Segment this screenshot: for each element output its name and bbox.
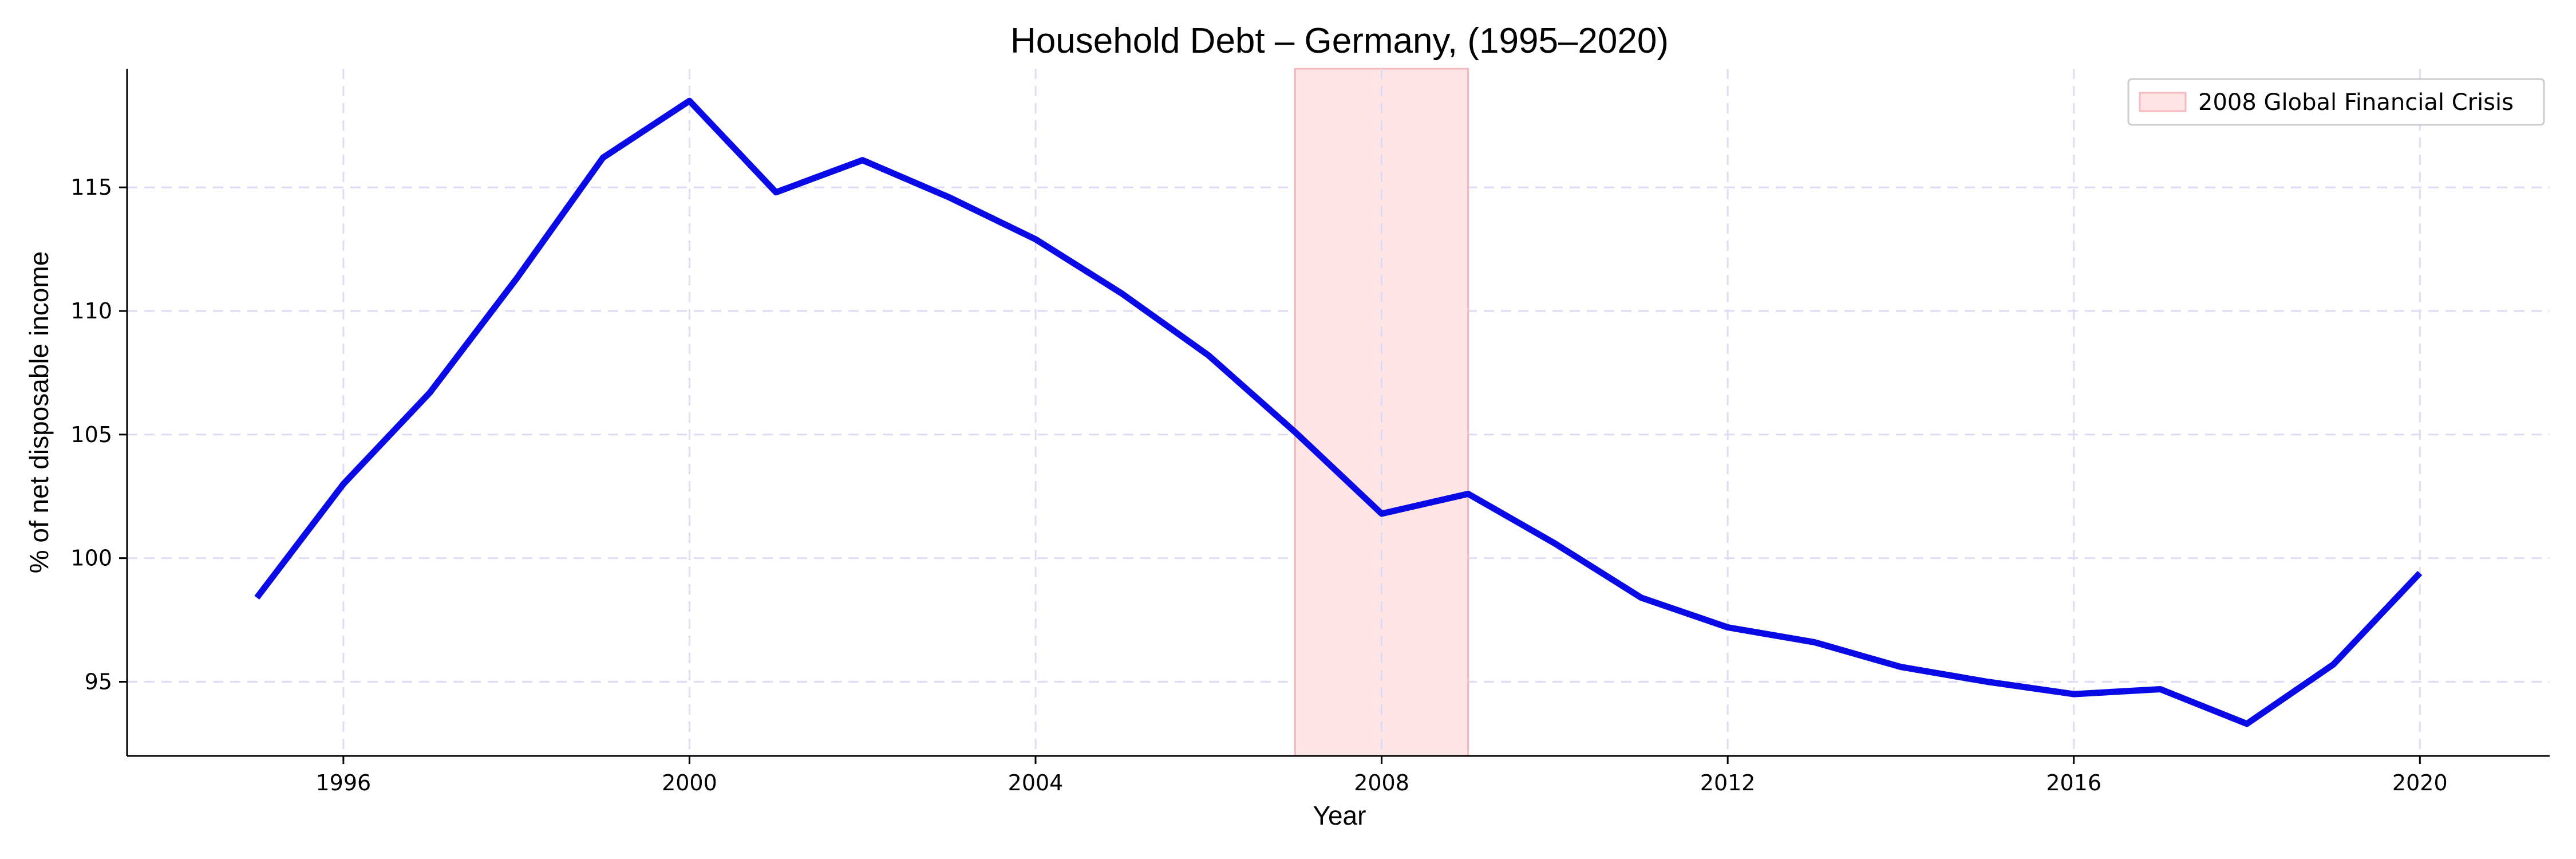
grid-overlay — [342, 69, 2421, 756]
y-axis-label: % of net disposable income — [24, 251, 54, 574]
y-tick-label-100: 100 — [70, 546, 112, 571]
y-tick-label-105: 105 — [70, 422, 112, 447]
series-line-household-debt — [254, 97, 2423, 727]
x-tick-label-2000: 2000 — [662, 770, 717, 795]
chart-title: Household Debt – Germany, (1995–2020) — [1010, 21, 1669, 61]
legend-swatch-crisis — [2139, 92, 2187, 112]
x-tick-label-2016: 2016 — [2046, 770, 2101, 795]
x-tick-label-2008: 2008 — [1354, 770, 1409, 795]
x-axis-label: Year — [1313, 801, 1366, 830]
y-tick-label-110: 110 — [70, 298, 112, 324]
y-tick-label-95: 95 — [85, 669, 112, 695]
x-tick-label-2012: 2012 — [1700, 770, 1756, 795]
tick-labels: 1996 2000 2004 2008 2012 2016 2020 95 100 105 110 1… — [70, 175, 2447, 795]
y-tick-label-115: 115 — [70, 175, 112, 200]
x-tick-label-1996: 1996 — [315, 770, 371, 795]
x-tick-label-2004: 2004 — [1008, 770, 1064, 795]
axes — [126, 69, 2550, 757]
x-tick-label-2020: 2020 — [2392, 770, 2448, 795]
legend-frame — [2127, 78, 2545, 126]
legend-label-crisis: 2008 Global Financial Crisis — [2198, 89, 2514, 116]
legend: 2008 Global Financial Crisis — [2127, 78, 2545, 126]
